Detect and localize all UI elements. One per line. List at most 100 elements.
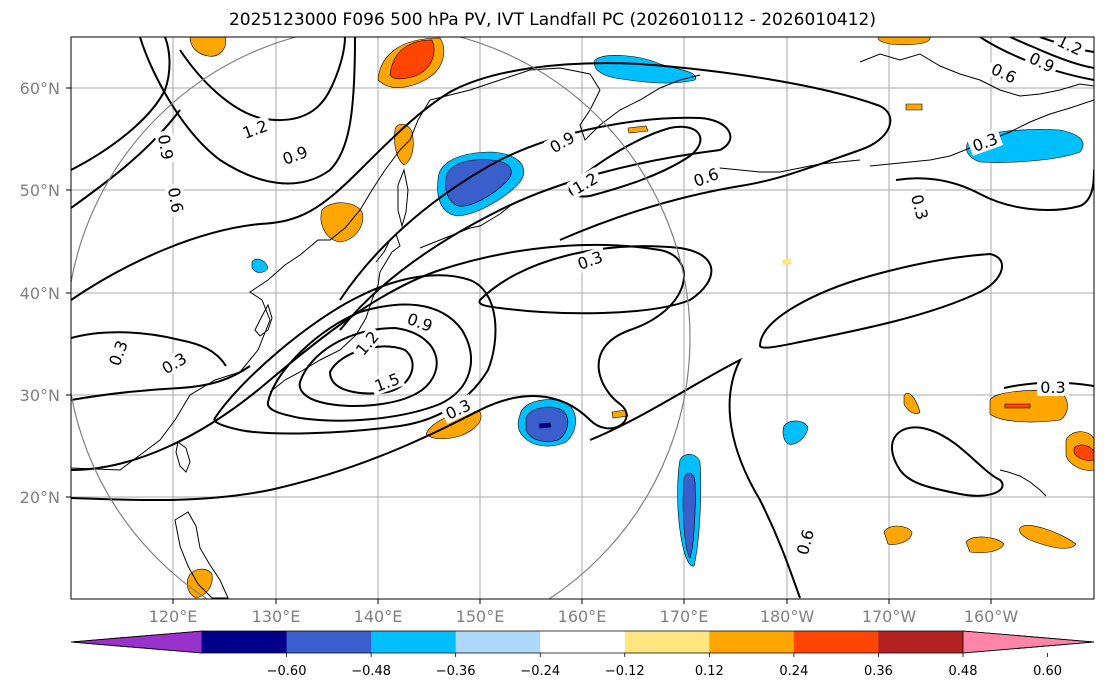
coast-east-asia bbox=[71, 67, 701, 471]
lon-label: 120°E bbox=[149, 607, 198, 626]
colorbar-tick-label: −0.60 bbox=[267, 664, 307, 679]
pv-fill-regions bbox=[186, 37, 1094, 599]
lat-label: 60°N bbox=[20, 79, 60, 98]
longitude-labels: 120°E 130°E 140°E 150°E 160°E 170°E 180°W 170°W… bbox=[149, 607, 1019, 626]
contour-label: 0.6 bbox=[164, 186, 187, 214]
contour-0.3-west bbox=[71, 331, 227, 367]
contour-label-bg bbox=[1023, 47, 1061, 77]
lon-label: 130°E bbox=[252, 607, 301, 626]
contour-label-bg bbox=[164, 182, 188, 218]
fill-positive-south-2 bbox=[883, 525, 913, 545]
contour-0.6-ne bbox=[979, 37, 1094, 81]
contour-label-bg bbox=[401, 308, 439, 336]
colorbar-tick-label: 0.12 bbox=[695, 664, 724, 679]
map-title: 2025123000 F096 500 hPa PV, IVT Landfall… bbox=[228, 10, 876, 30]
contour-label-bg bbox=[985, 58, 1023, 88]
contour-label-bg bbox=[349, 324, 385, 362]
coast-sakhalin bbox=[397, 168, 409, 228]
fill-positive-north bbox=[189, 37, 226, 57]
colorbar-swatch bbox=[709, 631, 795, 653]
lat-label: 30°N bbox=[20, 386, 60, 405]
fill-positive-small-4 bbox=[877, 37, 931, 46]
contour-labels: 1.20.90.90.60.61.20.90.30.60.91.20.30.91… bbox=[104, 37, 1089, 560]
fill-positive-manchuria bbox=[320, 202, 364, 243]
axis-ticks bbox=[66, 87, 992, 604]
lon-label: 150°E bbox=[456, 607, 505, 626]
contour-0.9-ne bbox=[1009, 37, 1094, 69]
fill-positive-small-7 bbox=[782, 258, 792, 265]
contour-label-bg bbox=[571, 246, 609, 274]
fill-positive-south-3 bbox=[965, 536, 1005, 554]
fill-negative-small bbox=[782, 420, 809, 445]
fill-positive-east-2-core bbox=[1073, 444, 1094, 461]
contour-0.6-band bbox=[71, 62, 892, 301]
colorbar-extend-low bbox=[70, 630, 203, 654]
contour-0.3-north-loop bbox=[478, 245, 713, 315]
fill-positive-small-5 bbox=[905, 103, 923, 111]
contour-label-bg bbox=[154, 129, 178, 165]
contour-label-bg bbox=[907, 189, 933, 225]
contour-1.2-inner bbox=[298, 326, 438, 407]
contour-0.6-east bbox=[758, 252, 1003, 349]
colorbar-swatch bbox=[878, 631, 964, 653]
contour-0.6-nw bbox=[71, 37, 171, 171]
colorbar-swatch bbox=[202, 631, 288, 653]
lat-label: 50°N bbox=[20, 181, 60, 200]
colorbar-tick-label: −0.36 bbox=[436, 664, 476, 679]
lon-label: 160°W bbox=[964, 607, 1019, 626]
colorbar-swatch bbox=[793, 631, 879, 653]
lon-label: 160°E bbox=[558, 607, 607, 626]
contour-label-bg bbox=[439, 394, 477, 424]
contour-label-bg bbox=[966, 128, 1004, 156]
contour-label: 0.3 bbox=[1040, 378, 1065, 397]
fill-negative-core bbox=[538, 422, 552, 429]
contour-label-bg bbox=[368, 368, 406, 396]
coast-philippines bbox=[174, 511, 229, 599]
contour-label-bg bbox=[792, 524, 818, 560]
latitude-labels: 20°N 30°N 40°N 50°N 60°N bbox=[20, 79, 60, 507]
contour-0.6-west bbox=[71, 365, 251, 401]
contour-label: 0.9 bbox=[154, 133, 177, 161]
coast-aleutians bbox=[699, 159, 861, 173]
fill-positive-south-4 bbox=[1019, 525, 1077, 549]
contour-0.3-ne bbox=[895, 169, 1094, 211]
contour-label-bg bbox=[687, 163, 725, 191]
landfall-radius-circle bbox=[71, 37, 691, 599]
lon-label: 180°W bbox=[760, 607, 815, 626]
coast-kurils bbox=[419, 199, 521, 249]
colorbar-tick-label: 0.36 bbox=[864, 664, 893, 679]
contour-0.6-far-nw bbox=[71, 109, 181, 209]
colorbar-tick-label: 0.24 bbox=[779, 664, 808, 679]
contour-0.6-inner bbox=[213, 274, 497, 435]
lat-label: 20°N bbox=[20, 488, 60, 507]
contour-0.9-inner bbox=[266, 303, 472, 422]
colorbar-swatch bbox=[540, 631, 626, 653]
lon-label: 170°W bbox=[862, 607, 917, 626]
contour-0.3-outer bbox=[71, 243, 685, 502]
colorbar-extend-high bbox=[962, 630, 1095, 654]
fill-positive-sakhalin bbox=[394, 123, 414, 166]
contour-label-bg bbox=[155, 347, 193, 379]
contour-label-bg bbox=[566, 167, 604, 199]
colorbar-tick-label: 0.48 bbox=[949, 664, 978, 679]
colorbar-outline bbox=[70, 630, 1095, 654]
contour-label-bg bbox=[276, 141, 314, 169]
contour-label-bg bbox=[104, 334, 132, 372]
coast-alaska bbox=[859, 53, 1094, 97]
fill-negative-dateline-strong bbox=[682, 472, 696, 559]
contour-label-bg bbox=[1037, 378, 1069, 396]
contour-label-bg bbox=[543, 126, 581, 158]
coastlines bbox=[71, 53, 1094, 599]
fill-positive-east-1-core bbox=[1004, 403, 1031, 409]
fill-strong-kamchatka bbox=[389, 39, 435, 80]
colorbar-swatch bbox=[455, 631, 541, 653]
colorbar-tick-label: 0.60 bbox=[1033, 664, 1062, 679]
pv-contours bbox=[71, 37, 1094, 599]
colorbar-tick-label: −0.24 bbox=[520, 664, 560, 679]
colorbar-swatch bbox=[286, 631, 372, 653]
colorbar-tick-label: −0.12 bbox=[605, 664, 645, 679]
contour-0.3-east bbox=[589, 357, 801, 599]
lon-label: 170°E bbox=[660, 607, 709, 626]
colorbar-tick-label: −0.48 bbox=[351, 664, 391, 679]
